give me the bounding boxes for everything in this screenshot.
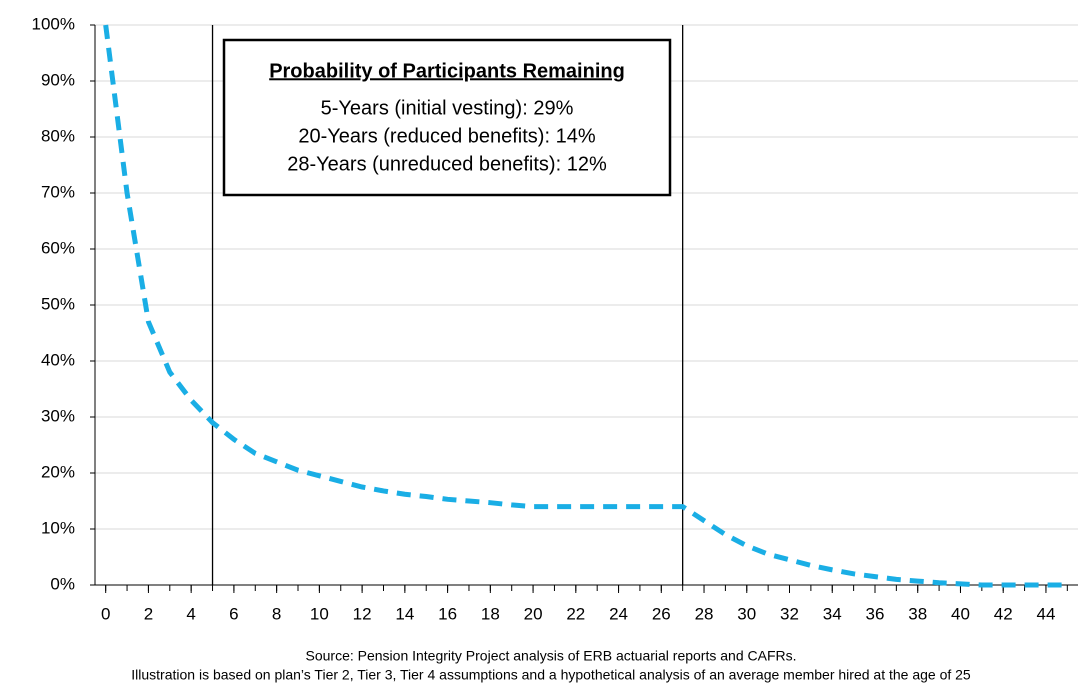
annotation-line: 28-Years (unreduced benefits): 12% [287, 153, 607, 175]
x-tick-label: 10 [310, 604, 329, 623]
x-tick-label: 32 [780, 604, 799, 623]
x-tick-label: 34 [823, 604, 842, 623]
x-tick-label: 26 [652, 604, 671, 623]
annotation-title: Probability of Participants Remaining [269, 60, 625, 82]
x-tick-label: 8 [272, 604, 281, 623]
x-tick-label: 0 [101, 604, 110, 623]
x-tick-label: 24 [609, 604, 628, 623]
source-note: Source: Pension Integrity Project analys… [306, 648, 797, 664]
y-tick-label: 0% [50, 574, 75, 593]
x-tick-label: 42 [994, 604, 1013, 623]
x-tick-label: 40 [951, 604, 970, 623]
x-tick-label: 4 [186, 604, 195, 623]
source-note: Illustration is based on plan’s Tier 2, … [131, 667, 971, 683]
x-tick-label: 18 [481, 604, 500, 623]
y-tick-label: 10% [41, 518, 75, 537]
x-tick-label: 44 [1036, 604, 1055, 623]
y-tick-label: 20% [41, 462, 75, 481]
x-tick-label: 30 [737, 604, 756, 623]
y-tick-label: 80% [41, 126, 75, 145]
y-tick-label: 50% [41, 294, 75, 313]
x-tick-label: 2 [144, 604, 153, 623]
x-tick-label: 20 [524, 604, 543, 623]
x-tick-label: 22 [566, 604, 585, 623]
data-line [103, 24, 1068, 588]
y-tick-label: 90% [41, 70, 75, 89]
x-tick-label: 28 [695, 604, 714, 623]
y-tick-label: 70% [41, 182, 75, 201]
x-tick-label: 12 [353, 604, 372, 623]
x-tick-label: 38 [908, 604, 927, 623]
y-tick-label: 40% [41, 350, 75, 369]
y-tick-label: 100% [32, 14, 75, 33]
y-tick-label: 30% [41, 406, 75, 425]
annotation-box [222, 38, 672, 197]
annotation-line: 20-Years (reduced benefits): 14% [298, 125, 595, 147]
x-tick-label: 14 [395, 604, 414, 623]
x-tick-label: 36 [866, 604, 885, 623]
x-tick-label: 6 [229, 604, 238, 623]
y-tick-label: 60% [41, 238, 75, 257]
x-tick-label: 16 [438, 604, 457, 623]
annotation-line: 5-Years (initial vesting): 29% [321, 97, 574, 119]
